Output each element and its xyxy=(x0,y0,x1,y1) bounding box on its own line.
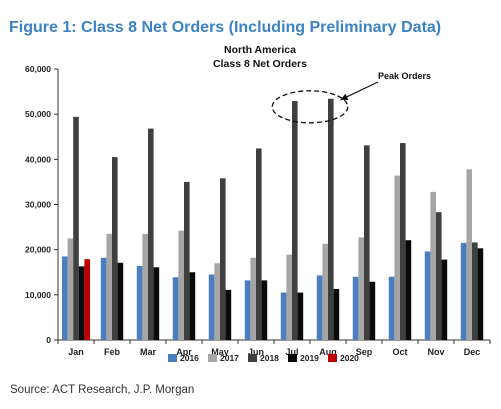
source-note: Source: ACT Research, J.P. Morgan xyxy=(10,384,195,396)
x-axis-labels: Jan Feb Mar Apr May Jun Jul Aug Sep Oct Nov Dec xyxy=(68,347,480,357)
bar-2017-Jun xyxy=(250,257,256,340)
peak-orders-arrowhead xyxy=(340,93,349,100)
peak-orders-ellipse xyxy=(271,90,349,124)
bar-2019-Dec xyxy=(477,248,484,340)
category-label: Sep xyxy=(356,347,373,357)
bar-2018-May xyxy=(220,178,226,340)
bar-2016-Jun xyxy=(244,280,251,340)
legend-swatch-2020 xyxy=(328,354,337,362)
bar-2019-Mar xyxy=(153,267,160,340)
bar-2018-Mar xyxy=(148,128,154,340)
bar-2017-Sep xyxy=(358,237,364,340)
category-label: Mar xyxy=(140,347,157,357)
figure-title: Figure 1: Class 8 Net Orders (Including … xyxy=(9,19,442,36)
category-label: Jan xyxy=(68,347,84,357)
legend-swatch-2017 xyxy=(208,354,217,362)
bar-2017-Jan xyxy=(67,238,74,340)
bar-2020-Jan xyxy=(84,259,90,340)
bar-2016-Mar xyxy=(136,265,143,340)
peak-orders-label: Peak Orders xyxy=(378,71,431,81)
y-tick-label: 60,000 xyxy=(25,64,51,74)
bar-2019-Nov xyxy=(441,259,448,340)
category-label: Aug xyxy=(319,347,337,357)
bar-2018-Oct xyxy=(400,143,406,340)
bar-2017-Dec xyxy=(466,169,472,340)
bar-2018-Feb xyxy=(112,157,118,340)
bar-2019-May xyxy=(225,289,232,340)
category-label: Oct xyxy=(392,347,407,357)
bar-2017-Feb xyxy=(106,233,112,340)
legend-label-2016: 2016 xyxy=(180,353,199,363)
peak-orders-annotation: Peak Orders xyxy=(271,71,431,124)
bar-2016-Aug xyxy=(316,275,323,340)
bar-2016-Jan xyxy=(62,256,68,340)
y-tick-label: 50,000 xyxy=(25,109,51,119)
bar-2016-Feb xyxy=(100,257,107,340)
bar-2018-Apr xyxy=(184,181,190,340)
legend-label-2019: 2019 xyxy=(300,353,319,363)
bar-2019-Aug xyxy=(333,288,340,340)
bar-2018-Jan xyxy=(73,116,79,340)
bar-2019-Jun xyxy=(261,280,268,340)
bar-2016-Sep xyxy=(352,276,359,340)
bar-2017-Aug xyxy=(322,243,328,340)
legend-swatch-2016 xyxy=(168,354,177,362)
category-label: Apr xyxy=(176,347,192,357)
legend-swatch-2019 xyxy=(288,354,297,362)
bar-2017-Nov xyxy=(430,191,436,340)
y-axis-labels: 0 10,000 20,000 30,000 40,000 50,000 60,000 xyxy=(25,64,51,345)
bar-2018-Jun xyxy=(256,148,262,340)
bar-2018-Sep xyxy=(364,145,370,340)
bar-2016-Jul xyxy=(280,292,287,340)
category-label: Jul xyxy=(285,347,298,357)
category-label: Feb xyxy=(104,347,121,357)
bar-2016-Oct xyxy=(388,276,395,340)
bar-2018-Jul xyxy=(292,101,298,341)
category-label: Dec xyxy=(464,347,481,357)
bar-2017-Oct xyxy=(394,175,400,340)
bar-2018-Dec xyxy=(472,242,478,340)
bar-2019-Feb xyxy=(117,262,124,340)
bar-2016-Apr xyxy=(172,277,179,340)
y-tick-label: 40,000 xyxy=(25,154,51,164)
chart-axes xyxy=(54,68,491,344)
bar-2017-Apr xyxy=(178,230,184,340)
y-tick-label: 10,000 xyxy=(25,290,51,300)
legend-swatch-2018 xyxy=(248,354,257,362)
chart-bars xyxy=(62,98,484,341)
bar-2019-Jan xyxy=(78,266,85,340)
legend-label-2017: 2017 xyxy=(220,353,239,363)
legend: 2016 2017 2018 2019 2020 xyxy=(168,353,359,363)
legend-label-2018: 2018 xyxy=(260,353,279,363)
bar-2016-May xyxy=(208,274,215,340)
bar-2017-Mar xyxy=(142,233,148,340)
bar-2019-Sep xyxy=(369,281,376,340)
legend-label-2020: 2020 xyxy=(340,353,359,363)
bar-2016-Dec xyxy=(460,242,467,340)
bar-2019-Oct xyxy=(405,240,412,340)
category-label: May xyxy=(211,347,229,357)
bar-2017-May xyxy=(214,263,220,340)
bar-2016-Nov xyxy=(424,251,431,340)
bar-2017-Jul xyxy=(286,254,292,340)
bar-2018-Aug xyxy=(328,98,334,340)
bar-2018-Nov xyxy=(436,212,442,340)
category-label: Jun xyxy=(248,347,264,357)
bar-2019-Jul xyxy=(297,292,304,340)
y-tick-label: 20,000 xyxy=(25,245,51,255)
chart-title-line-2: Class 8 Net Orders xyxy=(213,58,307,70)
chart-title-line-1: North America xyxy=(224,44,296,56)
y-tick-label: 30,000 xyxy=(25,200,51,210)
y-tick-label: 0 xyxy=(46,335,51,345)
bar-2019-Apr xyxy=(189,272,196,340)
category-label: Nov xyxy=(427,347,444,357)
